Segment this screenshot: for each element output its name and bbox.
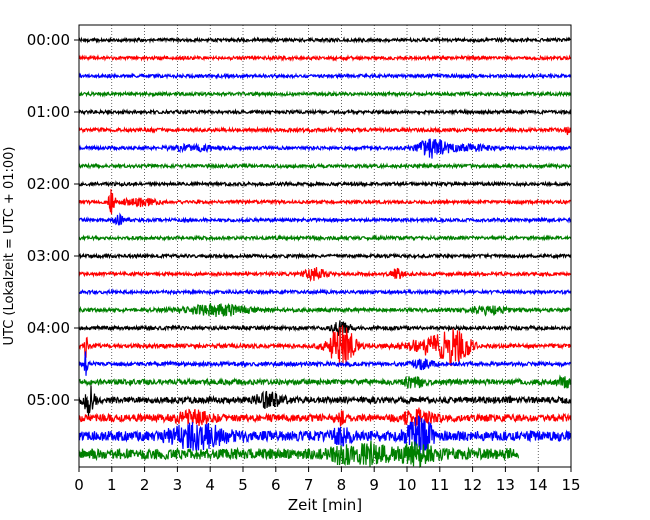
y-tick-label: 00:00 <box>27 31 70 49</box>
y-tick-label: 02:00 <box>27 175 70 193</box>
x-tick-label: 13 <box>496 476 515 494</box>
trace-0100 <box>78 108 572 116</box>
seismic-traces <box>78 36 572 469</box>
trace-0000 <box>78 36 572 44</box>
y-tick-label: 05:00 <box>27 391 70 409</box>
x-tick-label: 0 <box>74 476 84 494</box>
trace-0145 <box>78 162 572 170</box>
y-tick-label: 03:00 <box>27 247 70 265</box>
x-tick-label: 3 <box>173 476 183 494</box>
x-tick-label: 14 <box>529 476 548 494</box>
x-tick-label: 4 <box>205 476 215 494</box>
trace-0445 <box>78 374 572 389</box>
trace-0330 <box>78 288 572 296</box>
trace-0545 <box>78 440 520 469</box>
x-tick-label: 2 <box>140 476 150 494</box>
trace-0245 <box>78 234 572 242</box>
trace-0115 <box>78 125 572 136</box>
x-tick-label: 8 <box>337 476 347 494</box>
trace-0530 <box>78 415 572 455</box>
x-axis-ticks: 0 1 2 3 4 5 6 7 8 9 10 11 12 13 14 15 <box>74 467 581 494</box>
x-tick-label: 7 <box>304 476 314 494</box>
trace-0015 <box>78 54 572 62</box>
y-axis-label: UTC (Lokalzeit = UTC + 01:00) <box>2 147 17 346</box>
plot-frame <box>78 24 572 468</box>
x-tick-label: 15 <box>561 476 580 494</box>
x-tick-label: 10 <box>397 476 416 494</box>
y-axis-ticks: 00:00 01:00 02:00 03:00 04:00 05:00 <box>27 31 79 409</box>
x-tick-label: 12 <box>463 476 482 494</box>
trace-0500 <box>78 385 572 417</box>
trace-0045 <box>78 90 572 98</box>
trace-0030 <box>78 72 572 80</box>
x-tick-label: 5 <box>238 476 248 494</box>
x-tick-label: 1 <box>107 476 117 494</box>
trace-0300 <box>78 252 572 260</box>
y-tick-label: 01:00 <box>27 103 70 121</box>
trace-0515 <box>78 407 572 427</box>
x-tick-label: 6 <box>271 476 281 494</box>
x-tick-label: 9 <box>369 476 379 494</box>
trace-0200 <box>78 180 572 188</box>
trace-0415 <box>78 325 572 367</box>
trace-0130 <box>78 138 572 159</box>
y-tick-label: 04:00 <box>27 319 70 337</box>
trace-0400 <box>78 320 572 337</box>
x-tick-label: 11 <box>430 476 449 494</box>
trace-0230 <box>78 212 572 227</box>
trace-0215 <box>78 189 572 215</box>
trace-0430 <box>78 351 572 376</box>
trace-0345 <box>78 302 572 318</box>
trace-0315 <box>78 267 572 283</box>
x-axis-label: Zeit [min] <box>288 496 362 514</box>
